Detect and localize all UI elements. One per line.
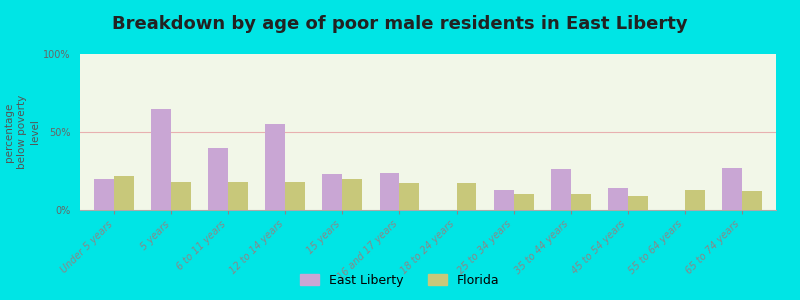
Bar — [399, 184, 419, 210]
Bar — [685, 190, 705, 210]
Bar — [94, 179, 114, 210]
Bar — [570, 194, 590, 210]
Bar — [228, 182, 248, 210]
Bar — [286, 182, 306, 210]
Bar — [342, 179, 362, 210]
Bar — [628, 196, 648, 210]
Bar — [514, 194, 534, 210]
Legend: East Liberty, Florida: East Liberty, Florida — [297, 270, 503, 291]
Bar — [266, 124, 286, 210]
Bar — [322, 174, 342, 210]
Bar — [151, 109, 171, 210]
Bar — [457, 184, 477, 210]
Bar — [114, 176, 134, 210]
Bar — [742, 191, 762, 210]
Bar — [171, 182, 191, 210]
Bar — [722, 168, 742, 210]
Bar — [550, 169, 570, 210]
Bar — [608, 188, 628, 210]
Bar — [208, 148, 228, 210]
Text: Breakdown by age of poor male residents in East Liberty: Breakdown by age of poor male residents … — [112, 15, 688, 33]
Bar — [379, 172, 399, 210]
Y-axis label: percentage
below poverty
level: percentage below poverty level — [3, 95, 40, 169]
Bar — [494, 190, 514, 210]
